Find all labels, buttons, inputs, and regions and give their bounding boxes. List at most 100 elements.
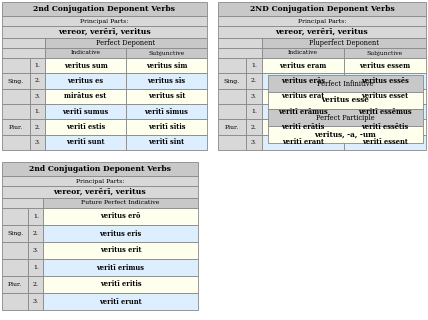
Bar <box>2 89 30 104</box>
Bar <box>30 119 45 135</box>
Text: 3.: 3. <box>251 94 257 99</box>
Text: veritus eris: veritus eris <box>99 229 142 237</box>
Text: Plur.: Plur. <box>8 282 22 287</box>
Text: veritus essēs: veritus essēs <box>361 77 409 85</box>
Bar <box>218 119 246 135</box>
Text: 2nd Conjugation Deponent Verbs: 2nd Conjugation Deponent Verbs <box>29 165 171 173</box>
Bar <box>2 48 45 58</box>
Text: 3.: 3. <box>33 248 39 253</box>
Bar <box>268 109 423 126</box>
Text: 1.: 1. <box>34 63 40 68</box>
Text: Perfect Infinitive: Perfect Infinitive <box>317 79 374 87</box>
Bar <box>30 104 45 119</box>
Bar <box>344 119 426 135</box>
Text: 1.: 1. <box>251 63 257 68</box>
Bar <box>218 48 262 58</box>
Bar <box>43 259 198 276</box>
Bar <box>2 276 28 293</box>
Bar <box>30 58 45 73</box>
Text: Principal Parts:: Principal Parts: <box>76 179 124 183</box>
Bar <box>262 58 344 73</box>
Bar <box>246 89 262 104</box>
Bar <box>2 293 28 310</box>
Text: Indicative: Indicative <box>288 51 318 55</box>
Text: Principal Parts:: Principal Parts: <box>80 19 129 23</box>
Bar <box>218 58 246 73</box>
Bar <box>2 2 207 16</box>
Text: vereor, verērī, veritus: vereor, verērī, veritus <box>276 28 369 36</box>
Bar <box>218 26 426 38</box>
Bar <box>126 58 207 73</box>
Bar <box>268 92 423 109</box>
Bar <box>2 38 45 48</box>
Text: 3.: 3. <box>34 140 40 145</box>
Bar <box>2 119 30 135</box>
Bar <box>344 135 426 150</box>
Text: veritī sīmus: veritī sīmus <box>145 108 188 116</box>
Bar <box>28 225 43 242</box>
Bar <box>30 135 45 150</box>
Text: veritī essētis: veritī essētis <box>361 123 409 131</box>
Bar <box>30 89 45 104</box>
Text: 1.: 1. <box>34 109 40 114</box>
Text: veritus erit: veritus erit <box>100 246 141 254</box>
Bar <box>218 38 262 48</box>
Bar <box>45 38 207 48</box>
Text: 2.: 2. <box>251 78 257 84</box>
Bar <box>126 48 207 58</box>
Bar <box>45 73 126 89</box>
Bar <box>246 73 262 89</box>
Bar <box>2 104 30 119</box>
Text: Sing.: Sing. <box>7 231 24 236</box>
Bar <box>28 208 43 225</box>
Text: veritus es: veritus es <box>68 77 104 85</box>
Bar <box>28 276 43 293</box>
Bar <box>2 225 28 242</box>
Text: 1.: 1. <box>33 265 39 270</box>
Text: Plur.: Plur. <box>225 124 239 130</box>
Text: veritī erant: veritī erant <box>282 138 324 146</box>
Text: veritī erunt: veritī erunt <box>99 298 142 306</box>
Bar <box>2 26 207 38</box>
Text: mirātus est: mirātus est <box>64 92 107 100</box>
Text: Indicative: Indicative <box>71 51 101 55</box>
Text: veritī erāmus: veritī erāmus <box>278 108 328 116</box>
Bar <box>262 38 426 48</box>
Bar <box>2 162 198 176</box>
Bar <box>28 259 43 276</box>
Bar <box>344 104 426 119</box>
Text: Subjunctive: Subjunctive <box>149 51 184 55</box>
Text: veritus sīs: veritus sīs <box>148 77 186 85</box>
Bar <box>126 104 207 119</box>
Bar <box>268 75 423 92</box>
Bar <box>262 89 344 104</box>
Text: 1.: 1. <box>33 214 39 219</box>
Text: 2.: 2. <box>251 124 257 130</box>
Text: Perfect Participle: Perfect Participle <box>316 114 375 122</box>
Text: Future Perfect Indicative: Future Perfect Indicative <box>81 201 160 205</box>
Bar <box>126 89 207 104</box>
Text: 2.: 2. <box>33 282 39 287</box>
Text: veritī essēmus: veritī essēmus <box>358 108 412 116</box>
Text: veritī estis: veritī estis <box>66 123 105 131</box>
Bar <box>218 104 246 119</box>
Bar <box>246 135 262 150</box>
Text: veritī sītis: veritī sītis <box>148 123 185 131</box>
Bar <box>2 16 207 26</box>
Text: veritī sunt: veritī sunt <box>66 138 105 146</box>
Bar <box>218 2 426 16</box>
Text: veritus, -a, -um: veritus, -a, -um <box>315 131 377 139</box>
Bar <box>2 135 30 150</box>
Bar <box>43 293 198 310</box>
Bar <box>45 119 126 135</box>
Bar <box>45 135 126 150</box>
Text: vereor, verērī, veritus: vereor, verērī, veritus <box>54 188 146 196</box>
Bar <box>268 126 423 143</box>
Text: veritī erimus: veritī erimus <box>97 263 145 271</box>
Text: Subjunctive: Subjunctive <box>367 51 403 55</box>
Bar <box>2 242 28 259</box>
Text: 1.: 1. <box>251 109 257 114</box>
Text: 2nd Conjugation Deponent Verbs: 2nd Conjugation Deponent Verbs <box>33 5 175 13</box>
Bar <box>218 73 246 89</box>
Bar <box>262 119 344 135</box>
